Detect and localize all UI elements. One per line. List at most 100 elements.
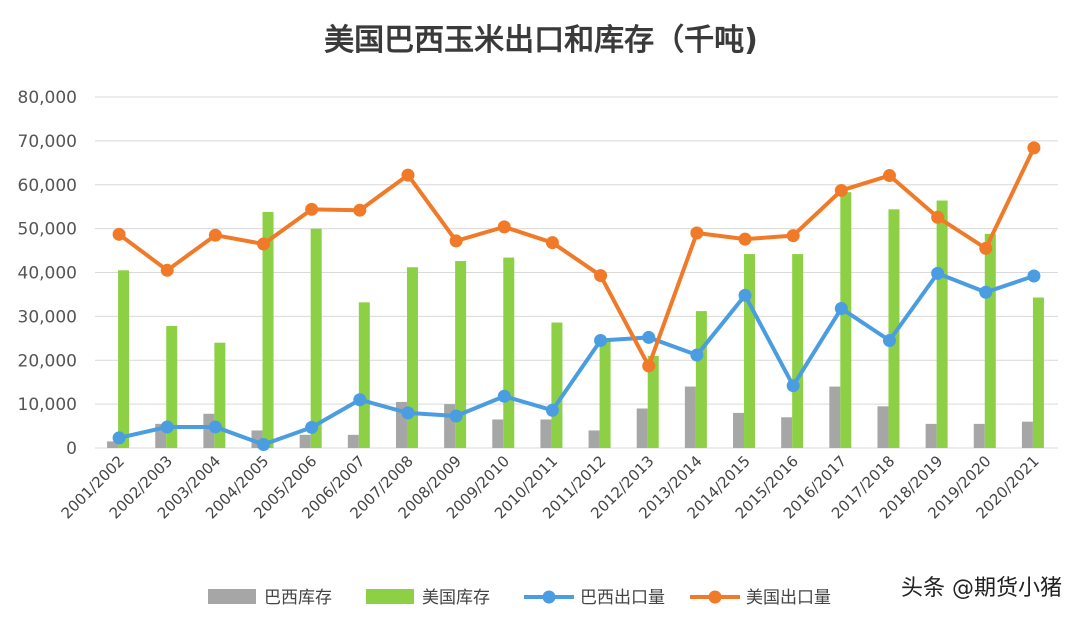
point-美国出口量 xyxy=(642,359,656,373)
bar-巴西库存 xyxy=(781,417,793,448)
point-巴西出口量 xyxy=(545,403,559,417)
bar-美国库存 xyxy=(455,261,467,448)
bar-美国库存 xyxy=(118,270,130,448)
point-巴西出口量 xyxy=(112,431,126,445)
y-tick-label: 80,000 xyxy=(18,88,77,108)
bar-美国库存 xyxy=(888,209,900,448)
series-line-美国出口量 xyxy=(117,147,1036,368)
point-巴西出口量 xyxy=(979,285,993,299)
bar-美国库存 xyxy=(358,302,370,448)
point-巴西出口量 xyxy=(594,334,608,348)
point-巴西出口量 xyxy=(449,409,463,423)
point-美国出口量 xyxy=(449,234,463,248)
chart-title: 美国巴西玉米出口和库存（千吨) xyxy=(324,23,758,58)
legend-swatch-美国库存 xyxy=(366,589,414,604)
point-巴西出口量 xyxy=(208,420,222,434)
bar-巴西库存 xyxy=(877,406,889,448)
bar-巴西库存 xyxy=(444,404,456,448)
bar-巴西库存 xyxy=(733,412,745,448)
bar-巴西库存 xyxy=(155,423,167,448)
line-layer xyxy=(112,141,1041,451)
y-tick-label: 60,000 xyxy=(18,176,77,196)
point-巴西出口量 xyxy=(401,406,415,420)
point-巴西出口量 xyxy=(1027,269,1041,283)
point-巴西出口量 xyxy=(353,393,367,407)
series-line-巴西出口量 xyxy=(118,271,1035,447)
bar-美国库存 xyxy=(984,233,996,448)
point-美国出口量 xyxy=(112,227,126,241)
point-美国出口量 xyxy=(882,169,896,183)
bar-美国库存 xyxy=(647,355,659,448)
bar-美国库存 xyxy=(310,228,322,448)
bar-美国库存 xyxy=(1032,297,1044,448)
y-axis-ticks: 0 10,000 20,000 30,000 40,000 50,000 60,000 70,… xyxy=(18,88,77,459)
grid-layer xyxy=(95,96,1058,449)
point-美国出口量 xyxy=(545,236,559,250)
y-tick-label: 50,000 xyxy=(18,220,77,240)
point-美国出口量 xyxy=(497,220,511,234)
bar-layer xyxy=(107,192,1044,448)
bar-美国库存 xyxy=(551,322,563,448)
point-巴西出口量 xyxy=(738,288,752,302)
bar-美国库存 xyxy=(840,192,852,448)
bar-巴西库存 xyxy=(588,430,600,448)
y-tick-label: 70,000 xyxy=(18,132,77,152)
point-美国出口量 xyxy=(305,202,319,216)
bar-巴西库存 xyxy=(829,386,841,448)
point-美国出口量 xyxy=(257,237,271,251)
legend-label-美国出口量: 美国出口量 xyxy=(746,588,831,608)
bar-美国库存 xyxy=(406,267,418,448)
point-美国出口量 xyxy=(160,263,174,277)
bar-美国库存 xyxy=(503,257,515,448)
bar-巴西库存 xyxy=(540,419,552,448)
bar-巴西库存 xyxy=(299,434,311,448)
legend-label-美国库存: 美国库存 xyxy=(422,588,490,608)
bar-巴西库存 xyxy=(1021,421,1033,448)
point-美国出口量 xyxy=(208,228,222,242)
bar-美国库存 xyxy=(792,254,804,448)
bar-巴西库存 xyxy=(684,386,696,448)
point-巴西出口量 xyxy=(642,330,656,344)
y-tick-label: 10,000 xyxy=(18,395,77,415)
legend-label-巴西库存: 巴西库存 xyxy=(264,588,332,608)
bar-巴西库存 xyxy=(251,430,263,448)
y-tick-label: 20,000 xyxy=(18,351,77,371)
point-巴西出口量 xyxy=(882,334,896,348)
point-美国出口量 xyxy=(353,203,367,217)
point-美国出口量 xyxy=(834,183,848,197)
bar-巴西库存 xyxy=(925,423,937,448)
legend-marker-巴西出口量 xyxy=(542,590,556,604)
y-tick-label: 0 xyxy=(66,439,77,459)
bar-巴西库存 xyxy=(347,434,359,448)
point-巴西出口量 xyxy=(834,301,848,315)
legend-swatch-巴西库存 xyxy=(208,589,256,604)
point-美国出口量 xyxy=(690,226,704,240)
point-巴西出口量 xyxy=(690,348,704,362)
point-巴西出口量 xyxy=(931,266,945,280)
point-美国出口量 xyxy=(786,229,800,243)
point-巴西出口量 xyxy=(786,379,800,393)
bar-美国库存 xyxy=(262,211,274,448)
point-巴西出口量 xyxy=(160,420,174,434)
bar-巴西库存 xyxy=(107,441,119,448)
point-美国出口量 xyxy=(594,269,608,283)
bar-巴西库存 xyxy=(973,423,985,448)
point-巴西出口量 xyxy=(305,420,319,434)
bar-美国库存 xyxy=(936,200,948,448)
x-axis-ticks: 2001/20022002/20032003/20042004/20052005… xyxy=(58,452,1043,522)
watermark-text: 头条 @期货小猪 xyxy=(901,576,1062,601)
legend: 巴西库存 美国库存 巴西出口量 美国出口量 xyxy=(208,588,831,608)
y-tick-label: 40,000 xyxy=(18,264,77,284)
bar-美国库存 xyxy=(166,326,178,448)
point-美国出口量 xyxy=(738,232,752,246)
point-巴西出口量 xyxy=(497,389,511,403)
bar-美国库存 xyxy=(599,338,611,448)
legend-label-巴西出口量: 巴西出口量 xyxy=(580,588,665,608)
point-美国出口量 xyxy=(979,241,993,255)
bar-巴西库存 xyxy=(203,413,215,448)
bar-美国库存 xyxy=(214,342,226,448)
point-美国出口量 xyxy=(931,210,945,224)
bar-巴西库存 xyxy=(492,419,504,448)
